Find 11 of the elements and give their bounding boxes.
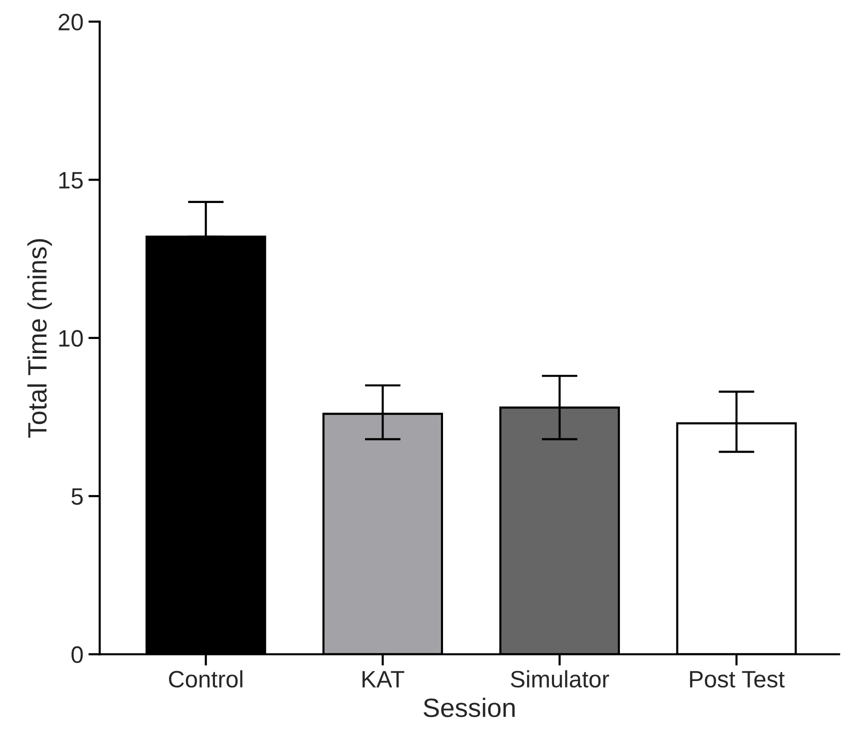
x-tick-label: Control — [168, 670, 242, 688]
y-tick-label: 5 — [72, 488, 83, 505]
x-tick-label: Simulator — [510, 670, 610, 688]
y-tick-label: 15 — [59, 172, 83, 189]
y-tick-label: 20 — [58, 14, 83, 30]
x-axis-title: Session — [424, 698, 515, 718]
x-tick-label: Post Test — [690, 671, 785, 688]
y-tick-label: 10 — [59, 330, 83, 347]
y-axis-title: Total Time (mins) — [27, 239, 52, 438]
x-tick-label: KAT — [362, 671, 404, 688]
y-tick-label: 0 — [72, 646, 83, 664]
